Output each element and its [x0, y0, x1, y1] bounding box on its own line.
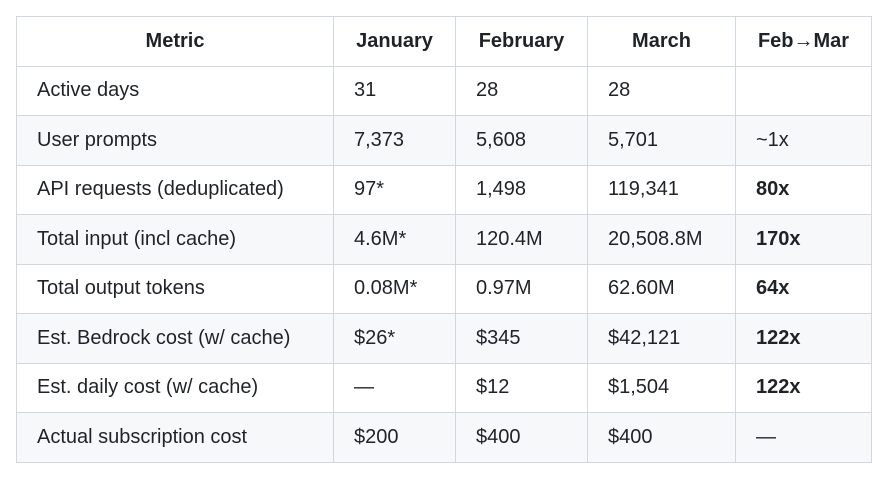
table-cell: 5,701 — [587, 115, 736, 166]
table-cell: 97* — [333, 164, 456, 215]
table-cell: 0.97M — [455, 263, 588, 314]
table-cell: 122x — [735, 362, 872, 413]
table-body: Active days 31 28 28 User prompts 7,373 5,608 5… — [16, 65, 872, 463]
table-cell: 122x — [735, 313, 872, 364]
data-table: Metric January February March Feb→Mar Active… — [16, 16, 872, 463]
table-cell: $12 — [455, 362, 588, 413]
row-label: Actual subscription cost — [16, 412, 334, 463]
table-row: Actual subscription cost $200 $400 $400— — [16, 412, 872, 463]
table-cell: $345 — [455, 313, 588, 364]
table-cell: $26* — [333, 313, 456, 364]
table-row: Active days 31 28 28 — [16, 65, 872, 116]
table-cell: 170x — [735, 214, 872, 265]
table-cell — [735, 65, 872, 116]
table-cell: $1,504 — [587, 362, 736, 413]
table-cell: 1,498 — [455, 164, 588, 215]
table-row: Est. daily cost (w/ cache) — $12 $1,504 122x — [16, 362, 872, 413]
table-header: Metric January February March Feb→Mar — [16, 16, 872, 67]
table-cell: $200 — [333, 412, 456, 463]
table-row: Total input (incl cache) 4.6M* 120.4M 20,50… — [16, 214, 872, 265]
table-row: API requests (deduplicated) 97* 1,498 119,3… — [16, 164, 872, 215]
table-cell: 62.60M — [587, 263, 736, 314]
header-cell: January — [333, 16, 456, 67]
header-cell: Feb→Mar — [735, 16, 872, 67]
table-cell: 64x — [735, 263, 872, 314]
row-label: User prompts — [16, 115, 334, 166]
table-row: Total output tokens 0.08M* 0.97M 62.60M 64x — [16, 263, 872, 314]
header-row: Metric January February March Feb→Mar — [16, 16, 872, 67]
table-cell: 20,508.8M — [587, 214, 736, 265]
row-label: Total input (incl cache) — [16, 214, 334, 265]
table-cell: 0.08M* — [333, 263, 456, 314]
table-cell: $400 — [455, 412, 588, 463]
table-cell: $400 — [587, 412, 736, 463]
table-cell: 119,341 — [587, 164, 736, 215]
table-cell: ~1x — [735, 115, 872, 166]
table-cell: 120.4M — [455, 214, 588, 265]
table-row: Est. Bedrock cost (w/ cache) $26* $345 $42,… — [16, 313, 872, 364]
table-cell: 31 — [333, 65, 456, 116]
table-cell: 28 — [587, 65, 736, 116]
table-cell: 80x — [735, 164, 872, 215]
header-cell: Metric — [16, 16, 334, 67]
table-cell: 5,608 — [455, 115, 588, 166]
table-cell: 4.6M* — [333, 214, 456, 265]
row-label: Est. daily cost (w/ cache) — [16, 362, 334, 413]
table-cell: 7,373 — [333, 115, 456, 166]
row-label: Active days — [16, 65, 334, 116]
row-label: API requests (deduplicated) — [16, 164, 334, 215]
header-cell: February — [455, 16, 588, 67]
header-cell: March — [587, 16, 736, 67]
row-label: Est. Bedrock cost (w/ cache) — [16, 313, 334, 364]
table-cell: — — [333, 362, 456, 413]
table-row: User prompts 7,373 5,608 5,701 ~1x — [16, 115, 872, 166]
table-cell: 28 — [455, 65, 588, 116]
table-cell: $42,121 — [587, 313, 736, 364]
table-cell: — — [735, 412, 872, 463]
row-label: Total output tokens — [16, 263, 334, 314]
